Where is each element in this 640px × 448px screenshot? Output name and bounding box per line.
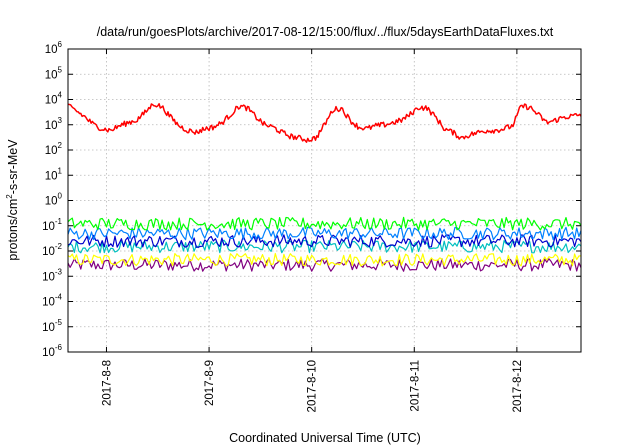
series-line — [67, 226, 582, 241]
y-tick-label: 100 — [45, 192, 63, 208]
y-axis-label: protons/cm2-s-sr-MeV — [5, 139, 20, 261]
y-tick-exponent: 1 — [58, 166, 63, 175]
y-axis-label-rest: -s-sr-MeV — [6, 139, 20, 195]
y-tick-label: 106 — [45, 40, 63, 56]
y-tick-base: 10 — [45, 170, 58, 182]
y-tick-base: 10 — [45, 196, 58, 208]
series-layer — [67, 103, 582, 272]
x-tick-label: 2017-8-10 — [307, 360, 319, 412]
y-axis-label-sup: 2 — [5, 194, 14, 199]
y-tick-exponent: -3 — [55, 267, 63, 276]
y-tick-exponent: 5 — [58, 65, 63, 74]
y-tick-base: 10 — [45, 69, 58, 81]
y-tick-base: 10 — [45, 95, 58, 107]
y-tick-label: 10-4 — [42, 293, 62, 309]
x-tick-label: 2017-8-8 — [101, 360, 113, 406]
series-line — [67, 216, 582, 231]
y-tick-exponent: 3 — [58, 116, 63, 125]
x-axis-label: Coordinated Universal Time (UTC) — [229, 431, 421, 445]
chart-title: /data/run/goesPlots/archive/2017-08-12/1… — [97, 25, 554, 39]
y-tick-label: 102 — [45, 141, 63, 157]
y-tick-label: 10-1 — [42, 217, 62, 233]
x-tick-label: 2017-8-12 — [512, 360, 524, 412]
grid-layer — [68, 49, 581, 352]
y-tick-base: 10 — [45, 44, 58, 56]
y-tick-label: 10-2 — [42, 242, 62, 258]
y-tick-exponent: -6 — [55, 343, 63, 352]
series-line — [67, 252, 582, 267]
y-tick-base: 10 — [42, 322, 55, 334]
y-tick-base: 10 — [42, 246, 55, 258]
y-tick-label: 105 — [45, 65, 63, 81]
y-tick-base: 10 — [42, 221, 55, 233]
y-tick-label: 10-5 — [42, 318, 62, 334]
y-axis-label-base: protons/cm — [6, 199, 20, 261]
y-axis-ticks: 10610510410310210110010-110-210-310-410-… — [42, 40, 581, 359]
y-tick-exponent: 4 — [58, 91, 63, 100]
x-tick-label: 2017-8-9 — [204, 360, 216, 406]
y-tick-exponent: -5 — [55, 318, 63, 327]
x-axis-ticks: 2017-8-8 2017-8-9 2017-8-10 2017-8-11 2017-8… — [101, 49, 524, 412]
y-tick-exponent: 2 — [58, 141, 63, 150]
y-tick-exponent: -2 — [55, 242, 63, 251]
y-tick-base: 10 — [42, 347, 55, 359]
y-tick-label: 104 — [45, 91, 63, 107]
y-tick-label: 10-3 — [42, 267, 62, 283]
y-tick-base: 10 — [42, 297, 55, 309]
y-tick-base: 10 — [45, 120, 58, 132]
y-tick-label: 10-6 — [42, 343, 62, 359]
y-tick-label: 101 — [45, 166, 63, 182]
series-line — [67, 234, 582, 248]
y-tick-exponent: 6 — [58, 40, 63, 49]
y-tick-label: 103 — [45, 116, 63, 132]
x-tick-label: 2017-8-11 — [409, 360, 421, 412]
series-line — [67, 103, 582, 143]
y-tick-base: 10 — [45, 145, 58, 157]
y-tick-exponent: 0 — [58, 192, 63, 201]
y-tick-base: 10 — [42, 271, 55, 283]
y-tick-exponent: -4 — [55, 293, 63, 302]
y-tick-exponent: -1 — [55, 217, 63, 226]
